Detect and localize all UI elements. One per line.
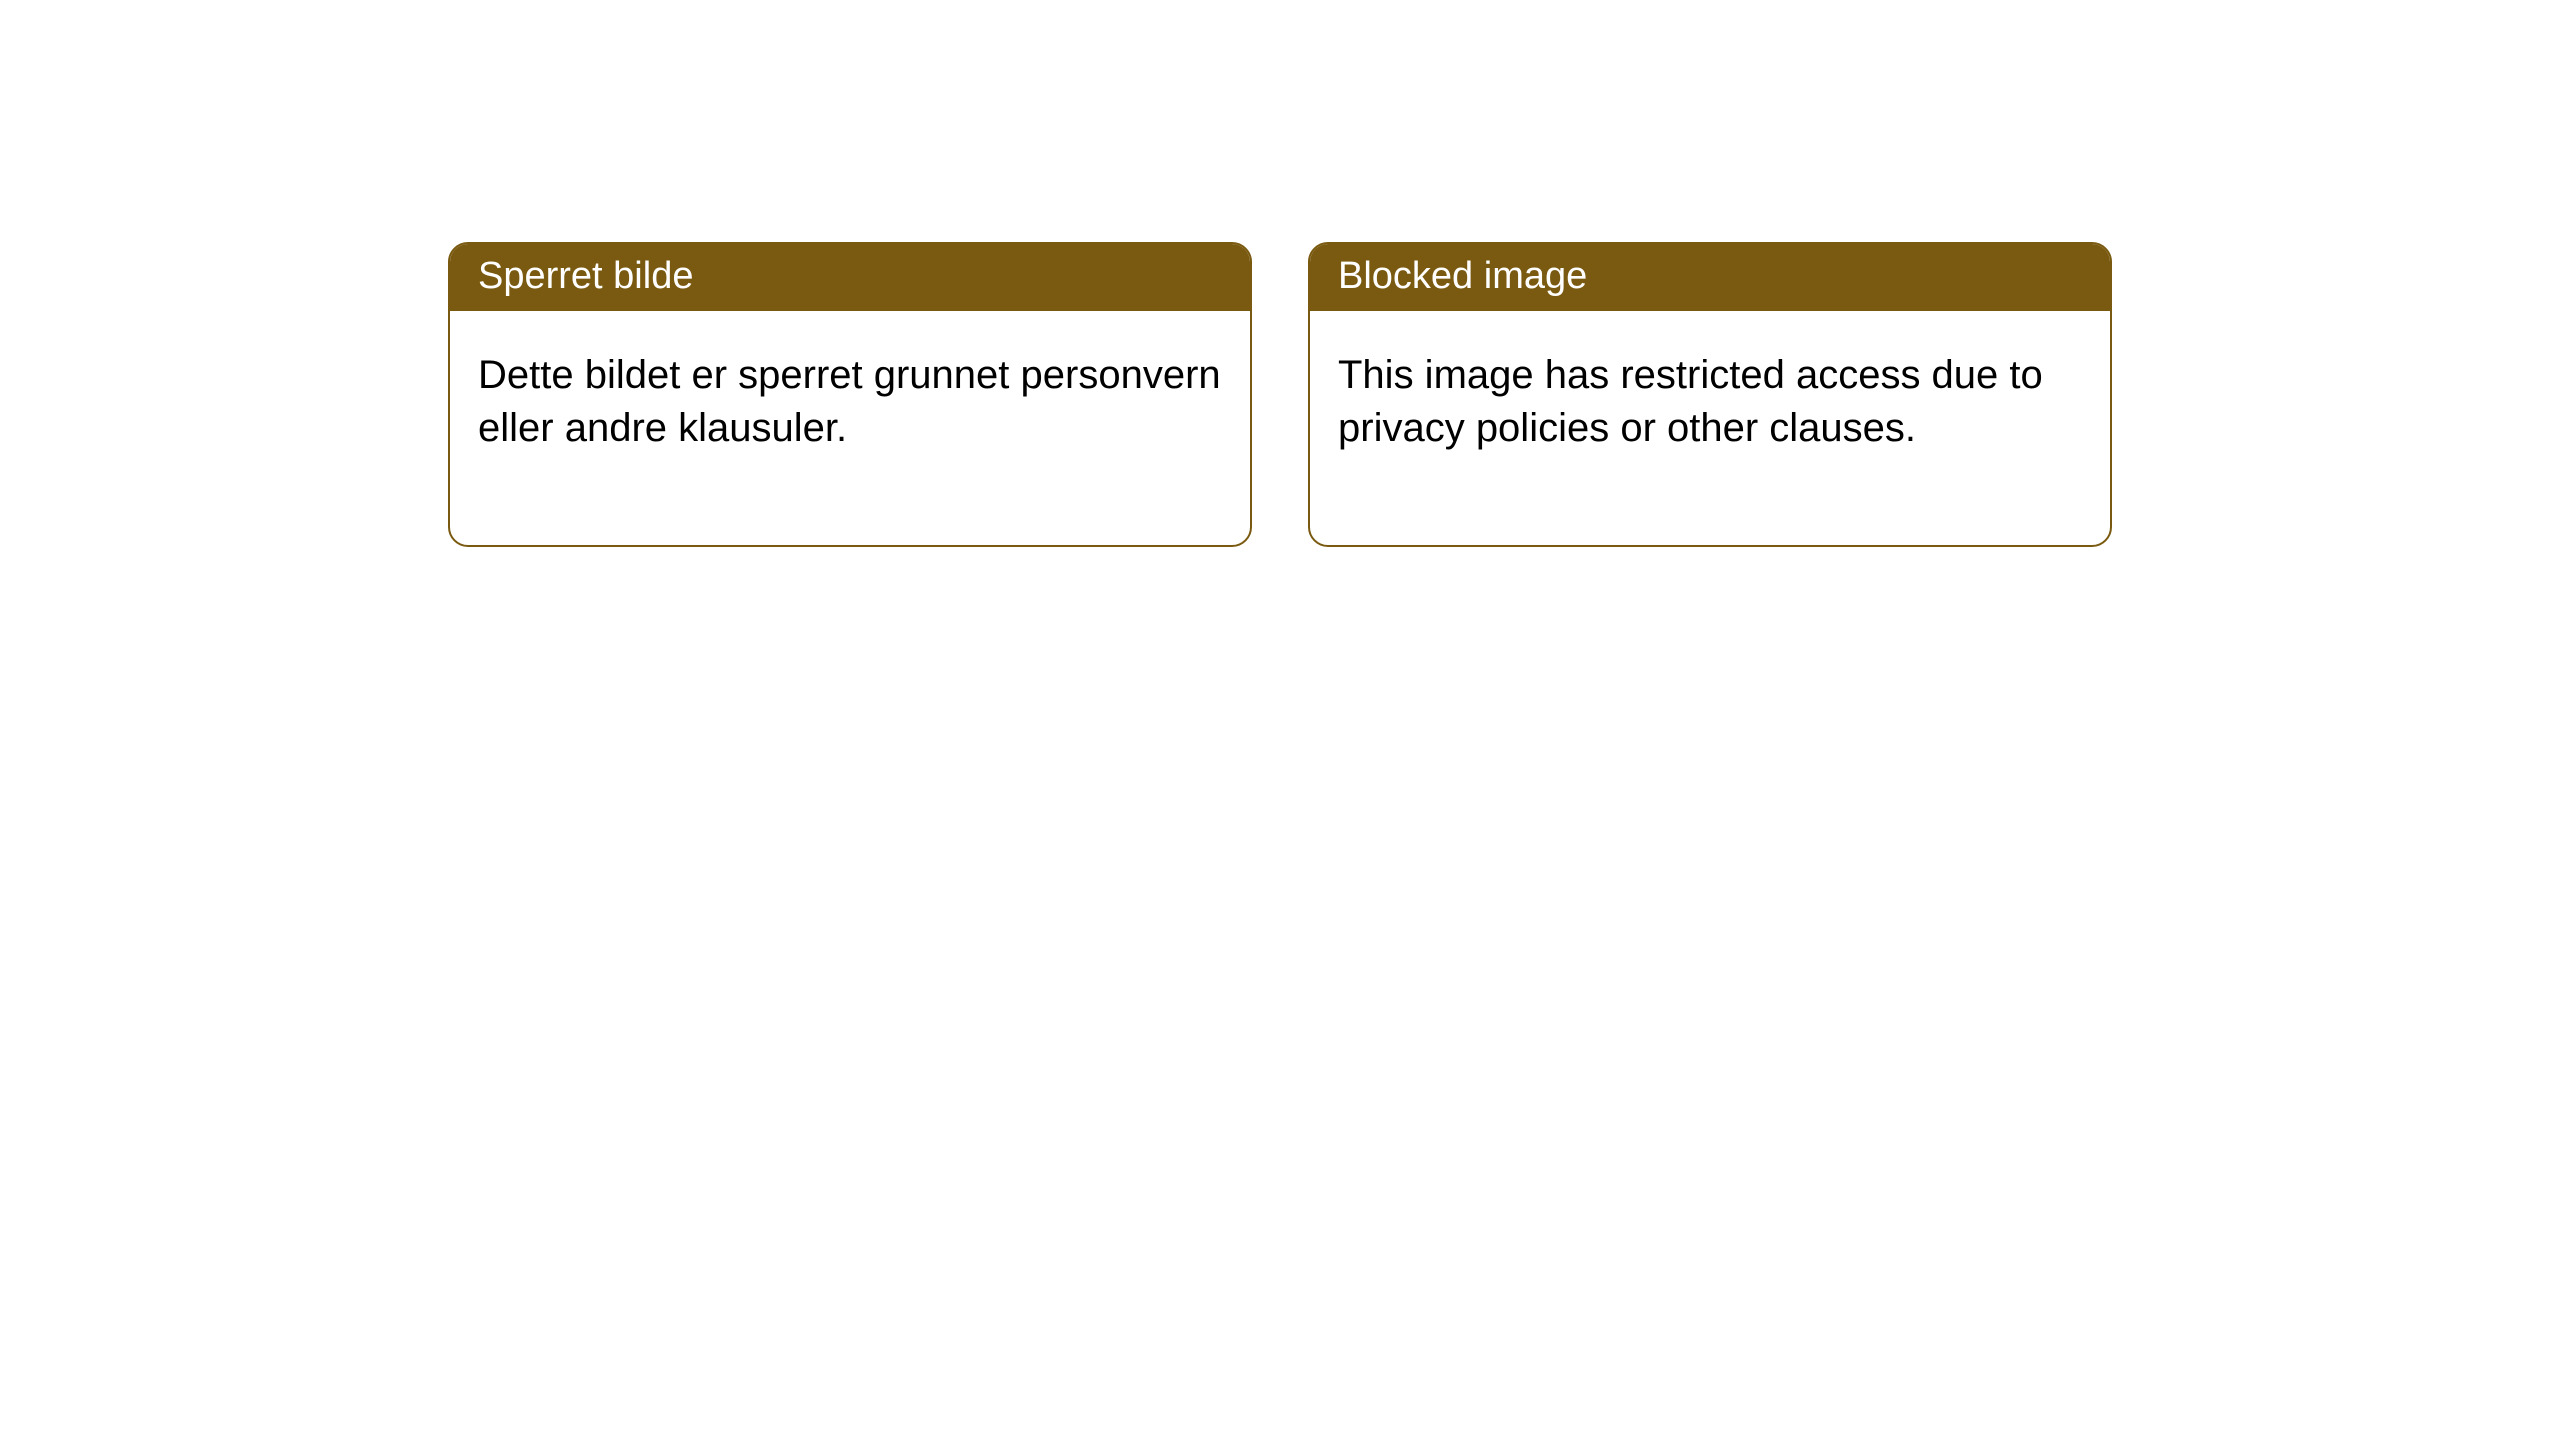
notice-card-english: Blocked image This image has restricted … [1308, 242, 2112, 547]
notice-body: Dette bildet er sperret grunnet personve… [450, 311, 1250, 545]
notice-body: This image has restricted access due to … [1310, 311, 2110, 545]
notice-container: Sperret bilde Dette bildet er sperret gr… [0, 0, 2560, 547]
notice-card-norwegian: Sperret bilde Dette bildet er sperret gr… [448, 242, 1252, 547]
notice-header: Blocked image [1310, 244, 2110, 311]
notice-header: Sperret bilde [450, 244, 1250, 311]
